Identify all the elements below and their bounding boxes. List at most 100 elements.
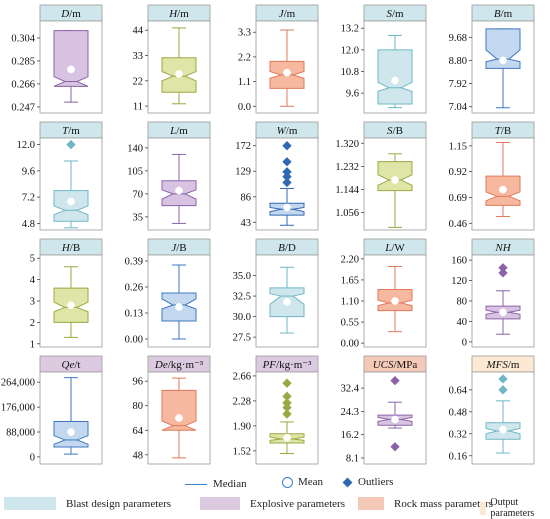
panel-title-unit: /m [68,125,80,137]
legend-rock-label: Rock mass parameters [394,497,493,510]
panel-title: J/m [279,8,296,20]
legend: Median Mean Outliers Blast design parame… [0,476,550,519]
panel-title: D/m [60,8,81,20]
y-tick-label: 0.285 [11,56,35,67]
y-tick-label: 2 [30,318,35,329]
boxplot-grid: D/m0.3040.2850.2660.247H/m44332211J/m3.3… [1,4,535,465]
boxplot-panel: J/B 0.39 0.26 0.13 0.00 [125,238,211,348]
y-tick-label: 2.66 [233,371,251,382]
y-tick-label: 3 [30,297,35,308]
mean-marker [391,176,399,184]
panel-title: S/m [386,8,404,20]
output-swatch [480,501,487,515]
y-tick-label: 120 [451,276,467,287]
boxplot-panel: B/D 35.0 32.5 30.0 27.5 [233,238,319,348]
panel-title-unit: /m [69,8,81,20]
boxplot-panel: L/W 2.20 1.65 1.10 0.55 0.00 [341,238,427,350]
legend-explosive: Explosive parameters [200,497,345,510]
y-tick-label: 0.00 [125,335,143,346]
notched-box [53,190,89,222]
panel-title: T/m [62,125,80,137]
y-tick-label: 140 [127,143,143,154]
outlier-marker [498,263,508,273]
panel-title-unit: /B [70,242,80,254]
y-tick-label: 1.90 [233,421,251,432]
mean-marker [67,65,75,74]
outlier-marker [498,268,508,278]
y-tick-label: 1.056 [335,208,359,219]
y-tick-label: 160 [451,256,467,267]
outlier-marker [282,391,292,401]
panel-title-main: Qe [62,359,75,371]
outlier-marker [282,167,292,177]
y-tick-label: 0.247 [11,102,35,113]
y-tick-label: 9.68 [449,33,467,44]
boxplot-panel: NH 160 120 80 40 0 [451,238,535,348]
panel-title-unit: /m [501,8,513,20]
mean-circle-icon [282,476,293,488]
y-tick-label: 1.10 [341,297,359,308]
y-tick-label: 86 [241,192,252,203]
outlier-marker [498,385,508,395]
panel-title: NH [494,242,511,254]
panel-title-main: L [169,125,176,137]
boxplot-panel: UCS/MPa 32.4 24.3 16.2 8.1 [341,355,427,464]
mean-marker [67,197,75,206]
y-tick-label: 3.3 [238,28,251,39]
panel-title-unit: /MPa [393,359,417,371]
mean-marker [283,68,291,77]
panel-title-unit: /m [392,8,404,20]
y-tick-label: 0.0 [238,102,251,113]
panel-title: PF/kg·m⁻³ [262,359,313,371]
notched-box [377,161,413,192]
panel-title: Qe/t [62,359,81,371]
y-tick-label: 16.2 [341,430,359,441]
y-tick-label: 0.16 [449,451,467,462]
y-tick-label: 1.320 [335,139,359,150]
mean-marker [175,186,183,195]
y-tick-label: 1.15 [449,141,467,152]
y-tick-label: 0.48 [449,407,467,418]
y-tick-label: 0.32 [449,429,467,440]
legend-median-label: Median [213,478,247,490]
boxplot-panel: Qe/t 264,000 176,000 88,000 0 [1,355,103,465]
y-tick-label: 7.04 [449,102,468,113]
y-tick-label: 80 [133,401,144,412]
notched-box [53,30,89,87]
panel-title-main: PF [262,359,277,371]
boxplot-panel: H/B 5 4 3 2 1 [30,238,103,350]
panel-title: B/D [278,242,296,254]
panel-title-unit: /m [508,359,520,371]
legend-output-label: Output parameters [490,497,535,519]
y-tick-label: 0.64 [449,385,468,396]
panel-title: H/B [61,242,80,254]
panel-title: H/m [168,8,189,20]
panel-title-main: D [60,8,69,20]
outlier-marker [66,139,76,150]
y-tick-label: 0.69 [449,193,467,204]
mean-marker [499,185,507,194]
y-tick-label: 1.1 [238,77,251,88]
notched-box [161,389,197,431]
y-tick-label: 2.20 [341,254,359,265]
legend-outliers: Outliers [342,476,393,488]
y-tick-label: 264,000 [1,378,35,389]
outlier-marker [282,171,292,182]
y-tick-label: 33 [133,51,144,62]
outlier-marker [282,409,292,419]
panel-title-main: T [495,125,502,137]
y-tick-label: 96 [133,377,144,388]
panel-title: T/B [495,125,512,137]
panel-title-main: T [62,125,69,137]
y-tick-label: 70 [133,189,144,200]
y-tick-label: 10.8 [341,67,359,78]
panel-title-main: MFS [485,359,508,371]
notched-box [485,28,521,69]
y-tick-label: 12.0 [341,45,359,56]
legend-rock: Rock mass parameters [358,497,493,510]
y-tick-label: 129 [235,167,251,178]
panel-title: L/m [169,125,188,137]
legend-mean-label: Mean [298,476,324,488]
mean-marker [175,303,183,311]
